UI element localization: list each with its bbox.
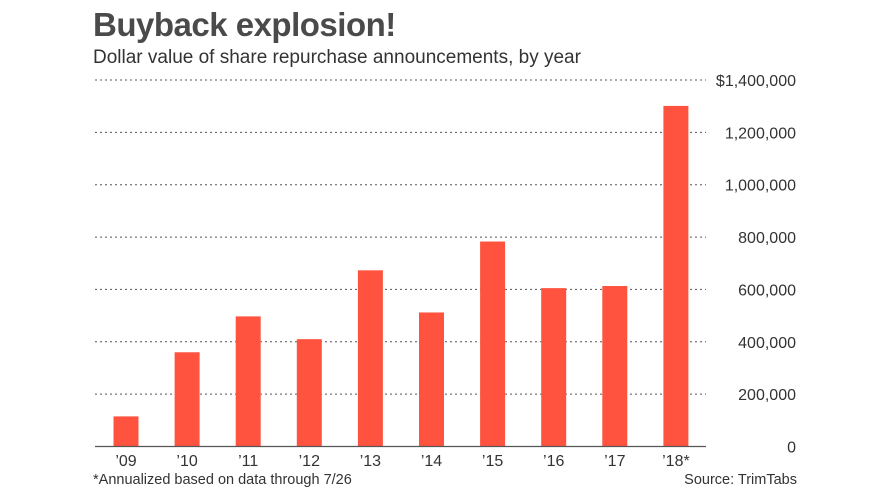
x-tick-label: ’11 [238, 453, 258, 470]
footnote: *Annualized based on data through 7/26 [93, 472, 352, 488]
bar [235, 316, 261, 447]
x-tick-label: ’16 [543, 453, 564, 470]
source-note: Source: TrimTabs [684, 472, 797, 488]
y-tick-label: 400,000 [738, 335, 796, 352]
x-tick-label: ’17 [604, 453, 625, 470]
x-tick-label: ’13 [360, 453, 381, 470]
y-tick-label: 1,000,000 [725, 178, 796, 195]
gridlines [95, 79, 706, 395]
x-tick-label: ’09 [115, 453, 136, 470]
y-tick-label: 800,000 [738, 230, 796, 247]
bar [419, 312, 444, 447]
chart-subtitle: Dollar value of share repurchase announc… [93, 47, 581, 68]
x-tick-label: ’12 [299, 453, 320, 470]
bar [541, 288, 567, 447]
bar [296, 339, 322, 447]
bar [357, 270, 383, 447]
chart-title: Buyback explosion! [93, 6, 396, 43]
bar [480, 241, 506, 447]
x-tick-label: ’10 [176, 453, 197, 470]
bars [113, 105, 689, 447]
x-tick-label: ’18* [662, 453, 690, 470]
y-tick-label: 200,000 [738, 387, 796, 404]
x-tick-label: ’14 [421, 453, 442, 470]
x-tick-label: ’15 [482, 453, 503, 470]
y-tick-label: $1,400,000 [716, 73, 796, 90]
bar [602, 286, 628, 447]
bar [174, 352, 200, 447]
bar [113, 416, 139, 447]
y-tick-labels: 0 200,000 400,000 600,000 800,000 1,000,000 1,… [716, 73, 796, 457]
y-tick-label: 600,000 [738, 282, 796, 299]
x-tick-labels: ’09 ’10 ’11 ’12 ’13 ’14 ’15 ’16 ’17 ’18* [115, 453, 689, 470]
y-tick-label: 1,200,000 [725, 125, 796, 142]
y-tick-label: 0 [787, 440, 796, 457]
bar [663, 105, 689, 447]
